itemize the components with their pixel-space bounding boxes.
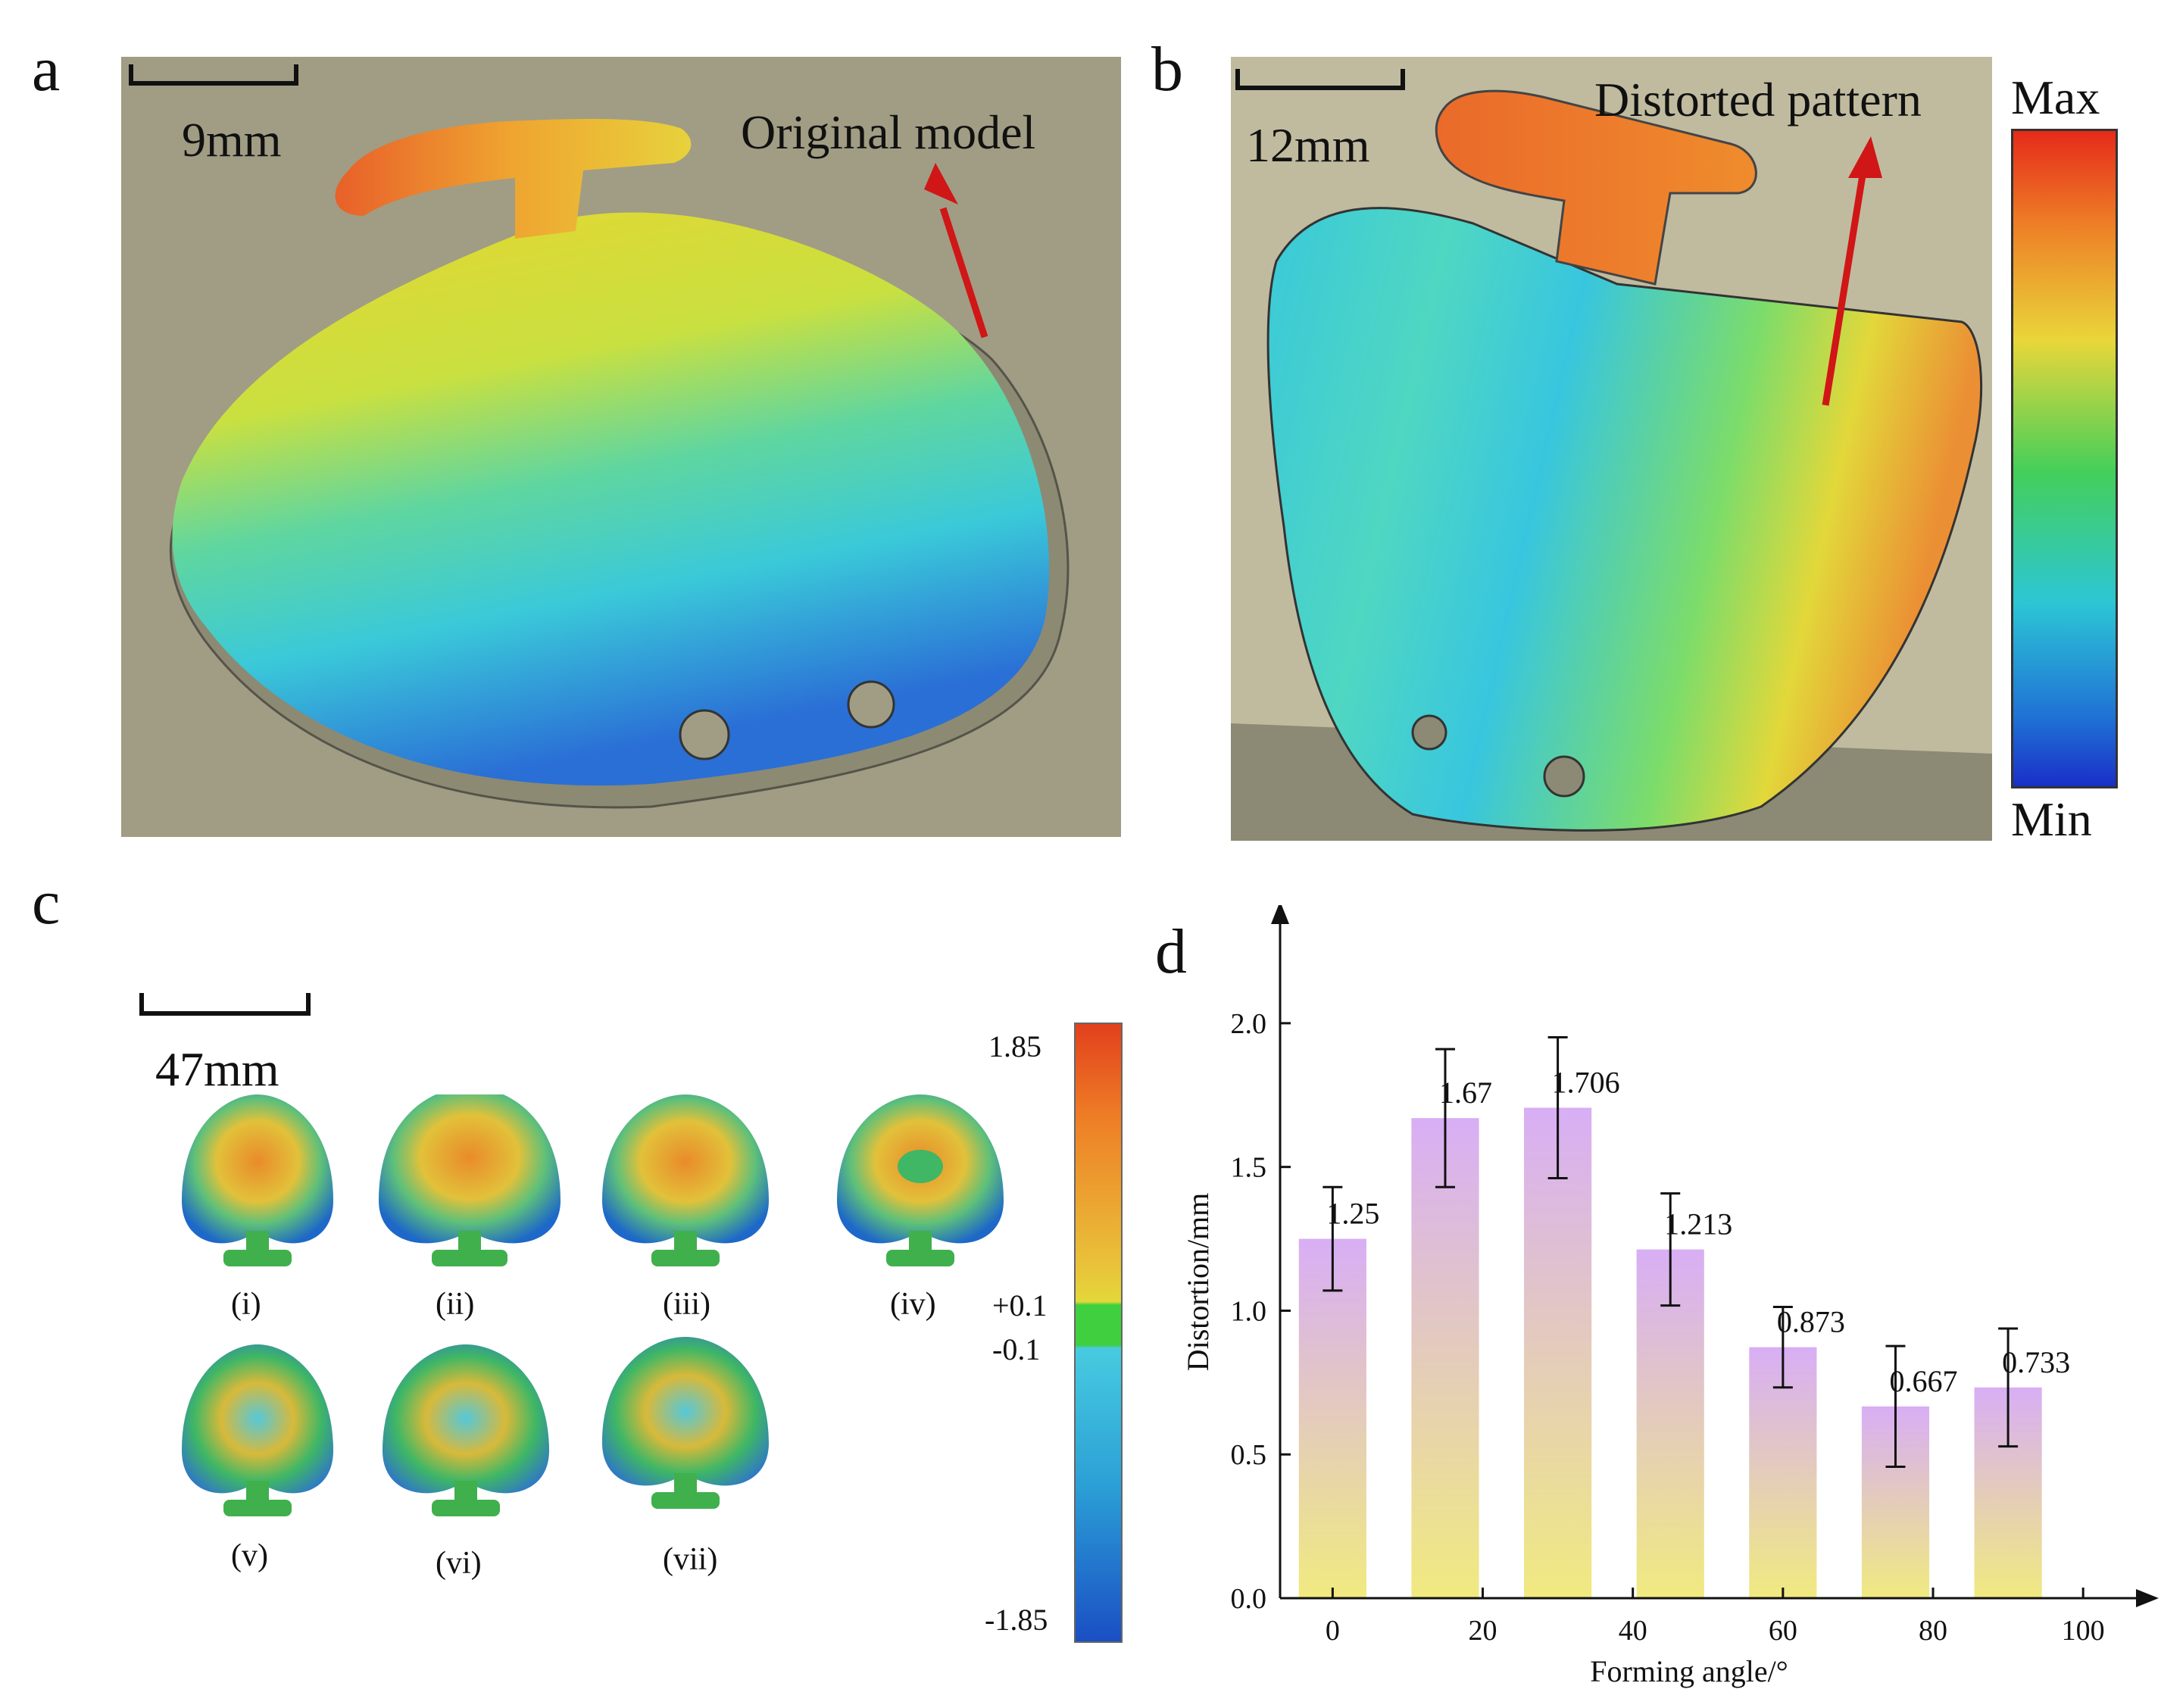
panel-c-colorbar-tick-minus: -0.1: [992, 1332, 1041, 1366]
bar-chart: 1.25 1.67 1.706 1.213 0.873 0.667 0.733 0.0 0.5 1…: [1181, 905, 2159, 1688]
panel-c-scale-bar: [139, 1011, 311, 1016]
bar-4: [1749, 1347, 1817, 1598]
data-label-3: 1.213: [1664, 1207, 1732, 1241]
bar-0: [1298, 1238, 1366, 1598]
panel-b-scale-bar-tick-left: [1235, 69, 1240, 90]
y-tick-label-0: 0.0: [1231, 1583, 1267, 1615]
panel-b-distorted-pattern: [1266, 207, 1983, 832]
bar-2: [1524, 1107, 1592, 1598]
specimen-label-vi: (vi): [436, 1546, 482, 1581]
data-label-6: 0.733: [2002, 1345, 2070, 1379]
x-tick-label-3: 60: [1769, 1615, 1797, 1647]
panel-b-scene: [1231, 57, 1992, 841]
y-tick-label-3: 1.5: [1231, 1152, 1267, 1184]
panel-c-scale-bar-tick-left: [139, 993, 144, 1016]
bar-1: [1411, 1118, 1479, 1598]
panel-c-specimens: [182, 1094, 1004, 1516]
panel-a-scale-bar-tick-left: [129, 64, 133, 86]
panel-a-handle: [335, 119, 692, 239]
panel-a-annotation: Original model: [741, 105, 1036, 159]
data-label-4: 0.873: [1777, 1305, 1845, 1339]
specimen-label-i: (i): [231, 1287, 261, 1322]
data-label-0: 1.25: [1326, 1197, 1379, 1231]
panel-c-letter: c: [32, 867, 61, 938]
y-tick-label-2: 1.0: [1231, 1295, 1267, 1327]
panel-b-scale-label: 12mm: [1246, 118, 1370, 172]
specimen-label-vii: (vii): [663, 1542, 718, 1577]
specimen-ii: [379, 1094, 561, 1266]
x-tick-label-2: 40: [1619, 1615, 1647, 1647]
panel-a-scale-label: 9mm: [182, 113, 282, 167]
specimen-label-ii: (ii): [436, 1287, 475, 1322]
panel-a-scene: [121, 57, 1121, 837]
specimen-label-v: (v): [231, 1538, 268, 1573]
panel-b-arrow-head: [1848, 136, 1882, 178]
data-label-1: 1.67: [1439, 1076, 1492, 1110]
specimen-label-iii: (iii): [663, 1287, 710, 1322]
panel-b-hole-1: [1411, 714, 1447, 751]
specimen-vi: [383, 1344, 549, 1516]
panel-c-colorbar: [1074, 1023, 1123, 1643]
panel-b-colorbar-min: Min: [2011, 792, 2092, 846]
specimen-v: [182, 1344, 333, 1516]
x-tick-label-0: 0: [1326, 1615, 1340, 1647]
bar-3: [1636, 1249, 1704, 1598]
panel-b-handle: [1435, 89, 1757, 286]
panel-c-scale: [139, 993, 311, 1016]
y-tick-label-1: 0.5: [1231, 1439, 1267, 1471]
specimen-label-iv: (iv): [890, 1287, 936, 1322]
panel-a-original-model: [172, 212, 1050, 786]
x-tick-label-5: 100: [2062, 1615, 2105, 1647]
data-label-2: 1.706: [1552, 1065, 1620, 1099]
panel-b-arrow: [1822, 170, 1867, 406]
panel-a-hole-1: [679, 709, 730, 760]
specimen-iii: [602, 1094, 769, 1266]
x-axis-arrow: [2136, 1589, 2159, 1607]
panel-a-arrow-head: [924, 163, 958, 205]
specimen-vii: [602, 1337, 769, 1509]
y-axis-arrow: [1271, 905, 1289, 924]
x-tick-label-1: 20: [1469, 1615, 1497, 1647]
panel-d-letter: d: [1155, 916, 1187, 987]
y-tick-label-4: 2.0: [1231, 1008, 1267, 1040]
panel-b-letter: b: [1151, 34, 1183, 105]
panel-c-colorbar-tick-plus: +0.1: [992, 1288, 1048, 1322]
specimen-iv: [837, 1094, 1004, 1266]
y-axis-label: Distortion/mm: [1181, 1193, 1215, 1372]
panel-c-colorbar-tick-min: -1.85: [985, 1603, 1048, 1637]
panel-b-hole-2: [1543, 755, 1585, 798]
panel-b-scale-bar: [1235, 86, 1405, 90]
panel-a-letter: a: [32, 34, 61, 105]
panel-b-scale-bar-tick-right: [1401, 69, 1405, 90]
x-tick-label-4: 80: [1919, 1615, 1947, 1647]
panel-b-annotation: Distorted pattern: [1594, 73, 1922, 126]
panel-a-scale-bar: [129, 81, 298, 86]
x-axis-label: Forming angle/°: [1590, 1654, 1788, 1688]
panel-a-arrow: [939, 207, 988, 339]
panel-c-colorbar-tick-max: 1.85: [988, 1029, 1041, 1063]
panel-a-hole-2: [847, 680, 895, 729]
panel-a-scale-bar-tick-right: [294, 64, 298, 86]
panel-b-colorbar-max: Max: [2011, 70, 2100, 124]
panel-b-colorbar: [2011, 129, 2118, 788]
specimen-i: [182, 1094, 333, 1266]
panel-c-scale-bar-tick-right: [306, 993, 311, 1016]
panel-c-scale-label: 47mm: [155, 1042, 279, 1096]
data-label-5: 0.667: [1889, 1364, 1957, 1398]
